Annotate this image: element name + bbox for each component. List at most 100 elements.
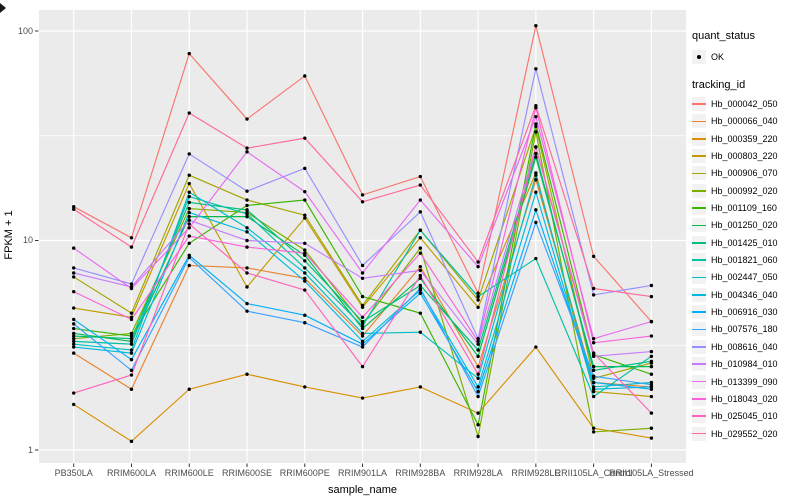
data-point bbox=[187, 173, 191, 177]
x-tick-label: RRIM600SE bbox=[221, 468, 273, 478]
legend-key bbox=[692, 391, 706, 406]
data-point bbox=[476, 389, 480, 394]
legend-item: Hb_004346_040 bbox=[692, 286, 800, 303]
legend-item-label: Hb_002447_050 bbox=[711, 272, 778, 283]
legend-ok-key bbox=[692, 49, 706, 64]
legend-key bbox=[692, 253, 706, 268]
x-tick-label: RRIM928LA bbox=[453, 468, 503, 478]
data-point bbox=[476, 339, 480, 344]
data-point bbox=[245, 309, 249, 313]
x-tick-label: RRIM901LA bbox=[338, 468, 388, 478]
legend-item: Hb_029552_020 bbox=[692, 425, 800, 442]
legend-item: Hb_000359_220 bbox=[692, 130, 800, 147]
legend-item-label: Hb_018043_020 bbox=[711, 393, 778, 404]
data-point bbox=[187, 111, 191, 115]
data-point bbox=[129, 439, 134, 444]
data-point bbox=[418, 183, 423, 187]
data-point bbox=[534, 145, 538, 149]
data-point bbox=[418, 276, 423, 281]
legend-key bbox=[692, 357, 706, 372]
legend-key bbox=[692, 287, 706, 302]
data-point bbox=[418, 330, 423, 334]
data-point bbox=[129, 373, 134, 377]
legend-item-label: Hb_001109_160 bbox=[711, 203, 777, 214]
data-point bbox=[418, 385, 423, 389]
data-point bbox=[187, 255, 191, 260]
legend-key bbox=[692, 166, 706, 181]
data-point bbox=[476, 394, 480, 399]
data-point bbox=[591, 286, 596, 291]
legend-item-label: Hb_004346_040 bbox=[711, 289, 778, 300]
legend-ok-label: OK bbox=[711, 51, 725, 62]
data-point bbox=[303, 241, 307, 245]
legend-item-label: Hb_010984_010 bbox=[711, 359, 778, 370]
legend-item-label: Hb_000359_220 bbox=[711, 133, 778, 144]
data-point bbox=[476, 411, 480, 415]
legend-quant-status-title: quant_status bbox=[692, 30, 755, 42]
data-point bbox=[360, 263, 365, 268]
data-point bbox=[591, 374, 596, 378]
data-point bbox=[360, 315, 365, 319]
data-point bbox=[187, 210, 191, 215]
data-point bbox=[591, 380, 596, 385]
data-point bbox=[187, 234, 191, 238]
data-point bbox=[649, 359, 654, 364]
data-point bbox=[187, 214, 191, 219]
data-point bbox=[245, 226, 249, 230]
y-tick-label: 1 bbox=[27, 444, 33, 455]
data-point bbox=[187, 152, 191, 156]
legend-tracking-items: Hb_000042_050 Hb_000066_040 Hb_000359_220 H… bbox=[692, 95, 800, 442]
data-point bbox=[303, 259, 307, 263]
data-point bbox=[418, 228, 423, 232]
data-point bbox=[476, 364, 480, 369]
data-point bbox=[360, 319, 365, 324]
data-point bbox=[72, 271, 76, 275]
data-point bbox=[72, 289, 76, 294]
data-point bbox=[245, 150, 249, 154]
data-point bbox=[649, 294, 654, 299]
data-point bbox=[418, 251, 423, 255]
data-point bbox=[360, 396, 365, 400]
x-tick-label: RRIM600LA bbox=[106, 468, 156, 478]
legend-item-label: Hb_000066_040 bbox=[711, 116, 778, 127]
data-point bbox=[129, 317, 134, 322]
data-point bbox=[360, 271, 365, 275]
line-swatch-icon bbox=[692, 241, 706, 244]
legend-key bbox=[692, 183, 706, 198]
data-point bbox=[649, 283, 654, 288]
data-point bbox=[303, 251, 307, 255]
legend-item: Hb_000992_020 bbox=[692, 182, 800, 199]
data-point bbox=[72, 306, 76, 310]
legend-item: Hb_000803_220 bbox=[692, 147, 800, 164]
data-point bbox=[418, 311, 423, 315]
data-point bbox=[129, 311, 134, 315]
data-point bbox=[129, 351, 134, 355]
data-point bbox=[187, 263, 191, 268]
data-point bbox=[72, 351, 76, 355]
legend-item: Hb_001425_010 bbox=[692, 234, 800, 251]
data-point bbox=[72, 402, 76, 407]
data-point bbox=[72, 266, 76, 270]
data-point bbox=[591, 364, 596, 369]
data-point bbox=[534, 151, 538, 156]
data-point bbox=[129, 342, 134, 346]
legend-ok-item: OK bbox=[692, 48, 800, 65]
data-point bbox=[187, 194, 191, 199]
data-point bbox=[187, 387, 191, 391]
data-point bbox=[187, 206, 191, 211]
x-tick-label: RRII105LA_Stressed bbox=[609, 468, 694, 478]
data-point bbox=[591, 394, 596, 399]
data-point bbox=[534, 124, 538, 129]
data-point bbox=[418, 198, 423, 202]
data-point bbox=[303, 313, 307, 317]
line-swatch-icon bbox=[692, 207, 706, 209]
data-point bbox=[72, 331, 76, 336]
x-tick-label: RRIM928LE bbox=[511, 468, 561, 478]
data-point bbox=[476, 260, 480, 264]
data-point bbox=[591, 389, 596, 394]
data-point bbox=[360, 364, 365, 369]
data-point bbox=[649, 334, 654, 338]
data-point bbox=[303, 276, 307, 281]
data-point bbox=[303, 279, 307, 283]
